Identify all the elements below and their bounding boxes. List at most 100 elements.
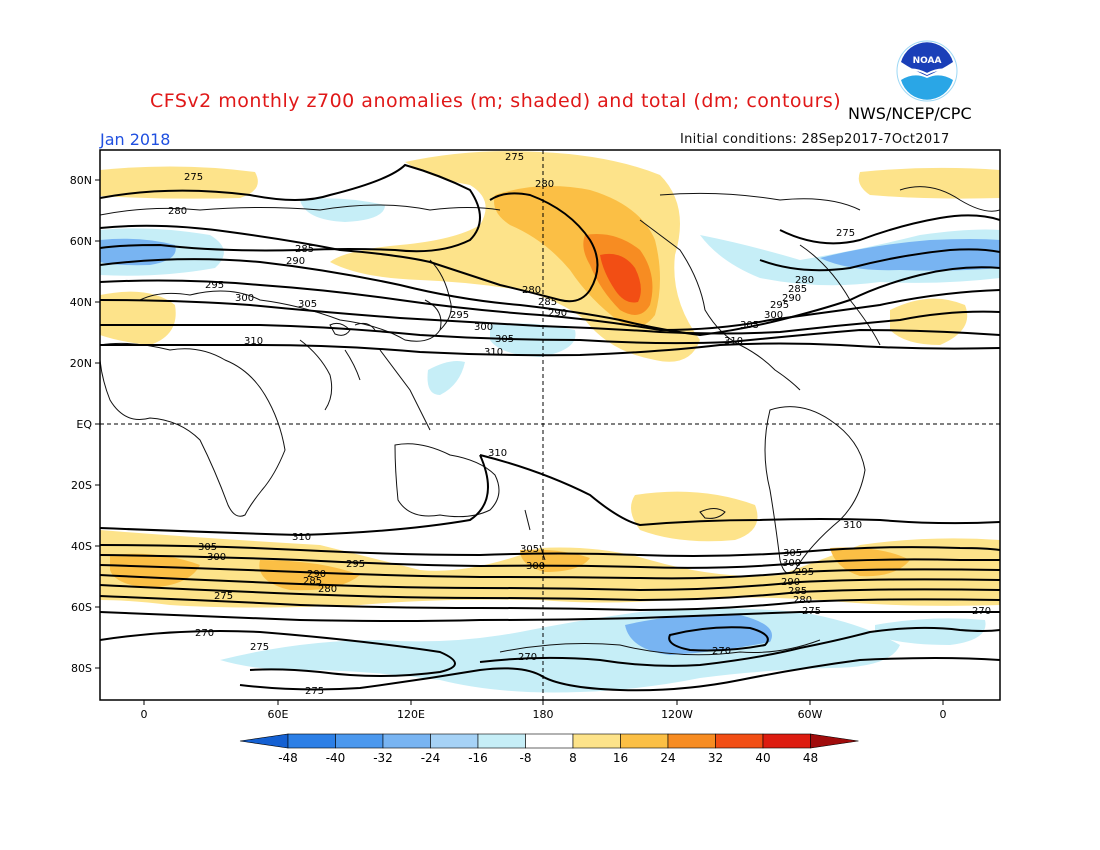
forecast-month: Jan 2018 (100, 130, 171, 149)
contour-label: 310 (244, 336, 263, 347)
contour-label: 310 (292, 532, 311, 543)
contour-280-sh (100, 595, 1000, 612)
anomaly-negative-16-amundsen (625, 614, 772, 655)
contour-305-nh (100, 323, 1000, 345)
contour-label: 305 (495, 334, 514, 345)
contour-label: 275 (250, 642, 269, 653)
lat-label: EQ (76, 418, 92, 431)
colorbar-label: 40 (755, 751, 770, 765)
contour-label: 295 (205, 280, 224, 291)
contour-285-nh (100, 192, 599, 303)
contour-270-amundsen (668, 626, 769, 652)
lat-label: 60S (71, 601, 92, 614)
colorbar-segment (572, 733, 621, 749)
colorbar-arrow-right (810, 733, 859, 749)
contour-label: 310 (484, 347, 503, 358)
contour-label: 300 (474, 322, 493, 333)
contour-label: 305 (198, 542, 217, 553)
contour-300-nh (100, 299, 1000, 335)
contour-label: 285 (788, 284, 807, 295)
contour-label: 270 (518, 652, 537, 663)
anomaly-positive-atlantic (890, 298, 968, 345)
anomaly-negative-east-antarctic (875, 618, 986, 645)
contour-label: 290 (286, 256, 305, 267)
lon-label: 120E (397, 708, 425, 721)
contour-label: 285 (538, 297, 557, 308)
contour-label: 310 (488, 448, 507, 459)
contour-label: 290 (781, 577, 800, 588)
contour-285-sh (100, 584, 1000, 602)
lon-ticks (143, 700, 944, 705)
australia-coast (394, 443, 500, 518)
spac-contour-blob (699, 508, 726, 519)
colorbar-segment (287, 733, 336, 749)
anomaly-positive-arctic-east (858, 167, 1000, 199)
colorbar-segment (382, 733, 431, 749)
colorbar-label: -40 (326, 751, 346, 765)
colorbar-segment (762, 733, 811, 749)
contour-label: 295 (346, 559, 365, 570)
colorbar-label: 16 (613, 751, 628, 765)
logo-text: NOAA (913, 56, 942, 66)
contour-275-sh (100, 611, 1000, 622)
noaa-logo-icon: NOAA (896, 40, 958, 102)
contour-label: 305 (783, 548, 802, 559)
colorbar-segment (667, 733, 716, 749)
contour-270-sh (100, 626, 1000, 677)
africa-coast (100, 342, 286, 517)
lat-label: 80N (70, 174, 92, 187)
north-america-west-coast (639, 219, 801, 391)
contour-label: 295 (770, 300, 789, 311)
contour-label: 280 (535, 179, 554, 190)
coastlines (100, 186, 1000, 656)
contour-label: 310 (724, 336, 743, 347)
agency-label: NWS/NCEP/CPC (848, 104, 972, 123)
colorbar-segment (335, 733, 384, 749)
contour-label: 285 (788, 586, 807, 597)
anomaly-positive-europe (100, 291, 176, 345)
colorbar-segment (525, 733, 574, 749)
anomaly-negative-western-pacific (427, 361, 465, 395)
lon-label: 60E (268, 708, 289, 721)
contour-label: 305 (740, 320, 759, 331)
contour-300-sh (100, 554, 1000, 569)
lon-label: 120W (661, 708, 693, 721)
lat-label: 40S (71, 540, 92, 553)
lat-labels: 80N 60N 40N 20N EQ 20S 40S 60S 80S (70, 174, 93, 675)
contour-label: 295 (450, 310, 469, 321)
contour-280-na (779, 214, 1000, 245)
anomaly-positive-arctic-west (100, 166, 258, 199)
initial-conditions: Initial conditions: 28Sep2017-7Oct2017 (680, 132, 950, 147)
colorbar-arrow-left (239, 733, 289, 749)
south-america-coast (764, 406, 866, 574)
contour-310-nh (100, 342, 1000, 357)
contour-275-pole (239, 657, 1000, 692)
contour-label: 310 (843, 520, 862, 531)
colorbar-segment (715, 733, 764, 749)
contour-label: 275 (505, 152, 524, 163)
figure-title: CFSv2 monthly z700 anomalies (m; shaded)… (150, 90, 842, 112)
arctic-coast-america (659, 186, 1000, 212)
contour-label: 300 (764, 310, 783, 321)
colorbar-segment (430, 733, 479, 749)
contour-label: 285 (303, 576, 322, 587)
contour-305-sh (100, 544, 1000, 557)
lon-labels: 0 60E 120E 180 120W 60W 0 (141, 708, 947, 721)
colorbar-segment (477, 733, 526, 749)
contour-label: 275 (305, 686, 324, 697)
lat-label: 20S (71, 479, 92, 492)
antarctica-coast (499, 639, 821, 656)
anomaly-positive-spac (631, 491, 758, 542)
lon-label: 0 (141, 708, 148, 721)
contour-label: 300 (207, 552, 226, 563)
contour-label: 300 (782, 558, 801, 569)
contour-label: 275 (836, 228, 855, 239)
contour-labels: 275 280 285 290 295 300 305 310 275 280 … (168, 152, 991, 697)
lat-label: 60N (70, 235, 92, 248)
contour-label: 280 (318, 584, 337, 595)
contour-label: 270 (712, 646, 731, 657)
colorbar (239, 733, 859, 749)
contour-label: 275 (184, 172, 203, 183)
contour-280-nh (100, 163, 481, 253)
